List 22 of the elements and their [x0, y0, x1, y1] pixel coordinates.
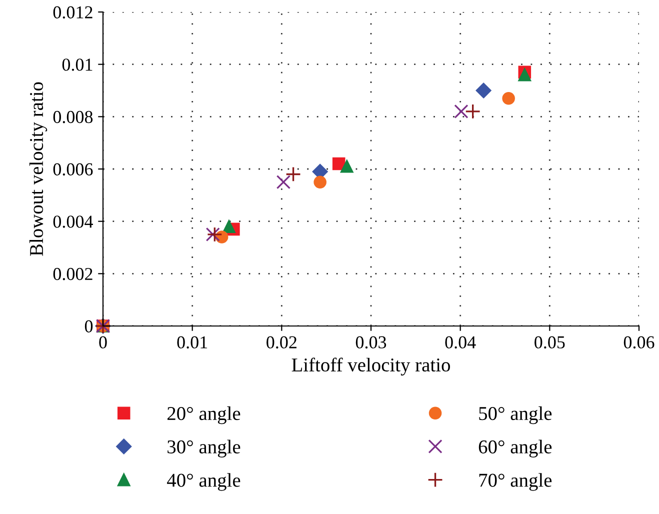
legend-label: 30° angle — [168, 440, 240, 458]
x-tick-label: 0.02 — [266, 336, 296, 349]
legend-label: 60° angle — [478, 440, 552, 458]
x-tick-label: 0.04 — [445, 336, 476, 349]
x-tick-label: 0.01 — [177, 336, 208, 349]
x-tick-label: 0.03 — [356, 336, 386, 349]
y-tick-label: 0.004 — [53, 216, 93, 228]
y-tick-label: 0 — [84, 320, 93, 332]
x-axis-title: Liftoff velocity ratio — [292, 358, 450, 376]
legend-label: 70° angle — [479, 473, 552, 491]
y-tick-label: 0.006 — [53, 163, 93, 176]
y-tick-label: 0.012 — [53, 6, 92, 19]
y-axis-title: Blowout velocity ratio — [29, 82, 48, 256]
x-tick-label: 0.06 — [624, 336, 654, 349]
y-tick-label: 0.008 — [53, 110, 93, 124]
x-tick-label: 0 — [99, 336, 107, 348]
y-tick-label: 0.01 — [62, 58, 92, 71]
y-tick-label: 0.002 — [53, 268, 92, 280]
legend-label: 50° angle — [479, 406, 552, 424]
x-tick-label: 0.05 — [534, 336, 565, 349]
legend-label: 20° angle — [167, 406, 240, 424]
legend-label: 40° angle — [167, 473, 240, 491]
